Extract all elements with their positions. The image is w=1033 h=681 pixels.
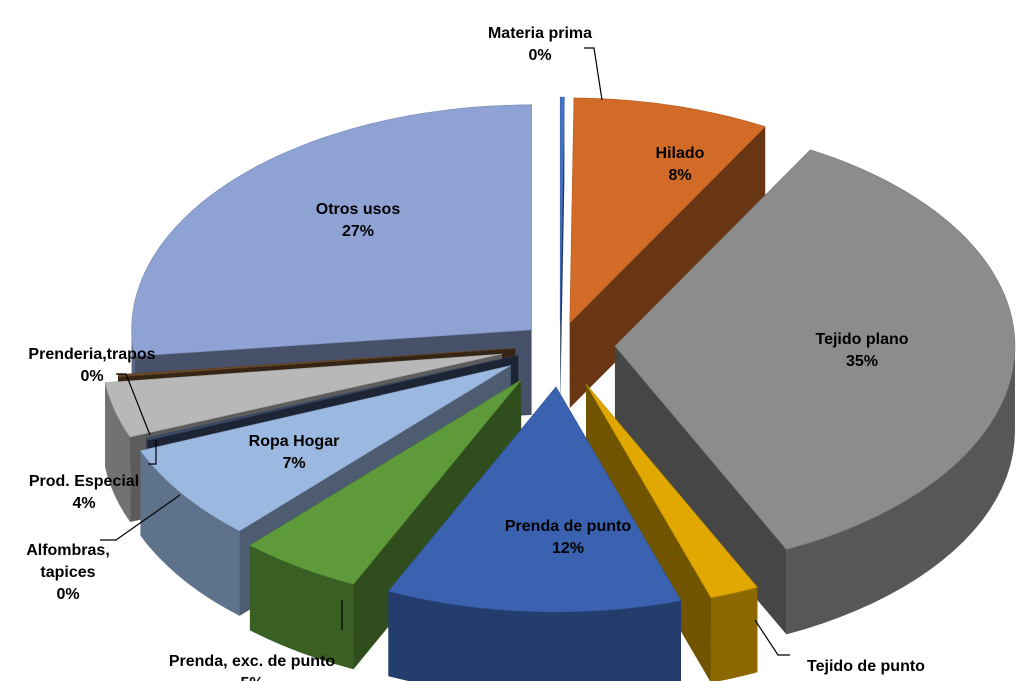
slice-hilado-wall-1	[569, 126, 766, 408]
leader-lines	[100, 47, 790, 656]
slice-otros-usos[interactable]	[131, 104, 532, 357]
label-materia-prima-value: 0%	[528, 47, 551, 64]
slice-tejido-plano-side	[786, 346, 1015, 635]
label-tejido-plano: Tejido plano 35%	[815, 331, 908, 370]
label-alfombras-tapices-text: Alfombras,	[26, 542, 110, 559]
label-prenda-exc-de-punto-value: 5%	[240, 675, 263, 681]
label-prenderia-trapos-text: Prenderia,trapos	[28, 346, 155, 363]
slice-hilado[interactable]	[569, 97, 766, 324]
label-prod-especial-value: 4%	[72, 495, 95, 512]
label-prenda-exc-de-punto-text: Prenda, exc. de punto	[169, 653, 335, 670]
label-ropa-hogar-text: Ropa Hogar	[249, 433, 340, 450]
label-prenda-de-punto: Prenda de punto 12%	[505, 518, 631, 557]
slice-prenda-de-punto[interactable]	[387, 386, 682, 613]
slice-prenda-de-punto-side	[388, 591, 681, 681]
label-hilado-text: Hilado	[656, 145, 705, 162]
slice-tejido-de-punto-side	[710, 587, 758, 681]
label-hilado-value: 8%	[668, 167, 691, 184]
label-alfombras-tapices-value: 0%	[56, 586, 79, 603]
slice-prod-especial-side	[105, 382, 131, 522]
label-prod-especial-text: Prod. Especial	[29, 473, 139, 490]
slice-ropa-hogar-side	[140, 450, 240, 616]
slice-ropa-hogar[interactable]	[139, 365, 511, 532]
label-hilado: Hilado 8%	[656, 145, 705, 184]
slice-tops	[104, 96, 1016, 613]
label-materia-prima: Materia prima 0%	[488, 25, 592, 64]
slice-prenda-exc-de-punto-side	[249, 545, 354, 670]
slice-tejido-plano-wall-1	[614, 346, 787, 635]
leader-line	[100, 494, 181, 541]
leader-line	[754, 619, 790, 656]
label-prenderia-trapos-value: 0%	[80, 368, 103, 385]
slice-prenda-exc-de-punto[interactable]	[249, 379, 522, 585]
label-prod-especial: Prod. Especial 4%	[29, 473, 139, 512]
label-materia-prima-text: Materia prima	[488, 25, 592, 42]
slice-tejido-de-punto[interactable]	[585, 383, 758, 599]
label-otros-usos-text: Otros usos	[316, 201, 401, 218]
label-ropa-hogar-value: 7%	[282, 455, 305, 472]
slice-prod-especial[interactable]	[104, 353, 502, 438]
label-alfombras-tapices: Alfombras, tapices 0%	[26, 542, 110, 603]
label-tejido-de-punto: Tejido de punto2%	[807, 658, 925, 681]
leader-line	[584, 47, 603, 101]
label-tejido-plano-value: 35%	[846, 353, 878, 370]
label-ropa-hogar: Ropa Hogar 7%	[249, 433, 340, 472]
label-prenda-exc-de-punto: Prenda, exc. de punto 5%	[169, 653, 335, 681]
slice-alfombras-tapices[interactable]	[145, 354, 519, 441]
label-otros-usos-value: 27%	[342, 223, 374, 240]
slice-materia-prima-wall-1	[560, 97, 565, 408]
label-prenda-de-punto-value: 12%	[552, 540, 584, 557]
label-prenda-de-punto-text: Prenda de punto	[505, 518, 631, 535]
slice-prenderia-trapos[interactable]	[117, 347, 516, 378]
slice-materia-prima[interactable]	[559, 96, 565, 323]
label-prenderia-trapos: Prenderia,trapos 0%	[28, 346, 155, 385]
leader-line	[148, 440, 157, 465]
leader-line	[116, 373, 151, 436]
label-tejido-plano-text: Tejido plano	[815, 331, 908, 348]
slice-tejido-plano[interactable]	[614, 149, 1016, 550]
label-otros-usos: Otros usos 27%	[316, 201, 401, 240]
label-alfombras-tapices-text: tapices	[40, 564, 95, 581]
label-tejido-de-punto-text: Tejido de punto	[807, 658, 925, 675]
